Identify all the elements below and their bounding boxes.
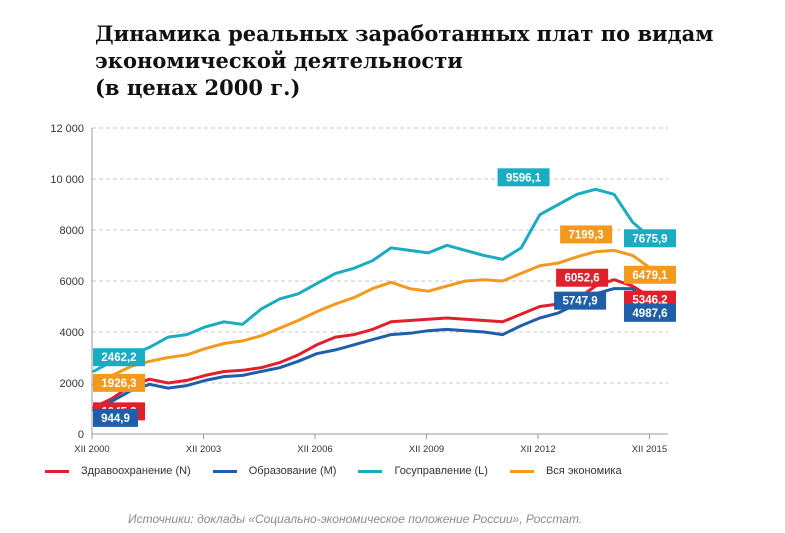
x-tick-label: XII 2003: [186, 444, 221, 455]
chart-title-line-3: (в ценах 2000 г.): [95, 75, 301, 100]
legend-swatch-government: [358, 469, 383, 473]
data-label-box: [93, 373, 145, 392]
legend-label-government: Госуправление (L): [394, 465, 488, 477]
y-tick-label: 2000: [60, 378, 84, 390]
legend-item-education: Образование (M): [212, 465, 337, 477]
y-tick-label: 4000: [60, 327, 84, 339]
y-tick-label: 8000: [60, 225, 84, 237]
data-label: 4987,6: [632, 308, 667, 320]
data-label: 7199,3: [569, 229, 604, 241]
x-tick-label: XII 2012: [520, 444, 555, 455]
data-label: 1926,3: [101, 378, 136, 390]
legend-label-education: Образование (M): [248, 465, 337, 477]
y-tick-label: 10 000: [50, 174, 84, 186]
legend-swatch-health: [45, 469, 69, 473]
data-label: 5747,9: [563, 296, 598, 308]
x-tick-label: XII 2006: [297, 444, 332, 455]
legend-item-whole-economy: Вся экономика: [509, 465, 622, 477]
line-chart: 0 2000 4000 6000 8000 10 000 12 000 XII 2000 XII…: [50, 123, 676, 455]
y-tick-label: 6000: [60, 276, 84, 288]
legend-swatch-education: [212, 469, 237, 473]
legend-item-health: Здравоохранение (N): [45, 465, 191, 477]
data-label-box: [624, 265, 676, 284]
data-label-box: [93, 408, 138, 427]
line-series-government: [92, 187, 653, 373]
chart-title: Динамика реальных заработанных плат по в…: [95, 20, 755, 101]
data-label-box: [560, 225, 613, 244]
y-tick-label: 12 000: [50, 123, 84, 135]
chart-title-line-1: Динамика реальных заработанных плат по в…: [95, 21, 714, 46]
data-label-box: [556, 268, 609, 287]
legend-label-health: Здравоохранение (N): [81, 465, 191, 477]
source-note: Источники: доклады «Социально-экономичес…: [128, 512, 583, 526]
chart-legend: Здравоохранение (N) Образование (M) Госу…: [45, 462, 644, 480]
data-label: 6052,6: [565, 273, 600, 285]
legend-swatch-whole-economy: [509, 469, 534, 473]
data-label: 944,9: [101, 413, 130, 425]
legend-item-government: Госуправление (L): [358, 465, 488, 477]
data-label-box: [93, 348, 145, 367]
data-label-box: [624, 303, 676, 322]
data-label: 7675,9: [632, 233, 667, 245]
line-series-education: [92, 287, 653, 412]
chart-title-line-2: экономической деятельности: [95, 48, 463, 73]
data-label-box: [624, 229, 676, 248]
data-label: 5346,2: [632, 295, 667, 307]
x-tick-label: XII 2015: [632, 444, 667, 455]
data-label-box: [497, 168, 550, 187]
line-series-whole-economy: [92, 248, 653, 387]
data-label-box: [554, 291, 607, 310]
x-tick-label: XII 2000: [74, 444, 109, 455]
data-label: 9596,1: [506, 172, 542, 184]
x-tick-label: XII 2009: [409, 444, 444, 455]
data-label: 6479,1: [632, 270, 668, 282]
data-label: 2462,2: [101, 352, 136, 364]
y-tick-label: 0: [78, 429, 84, 441]
legend-label-whole-economy: Вся экономика: [545, 465, 622, 477]
